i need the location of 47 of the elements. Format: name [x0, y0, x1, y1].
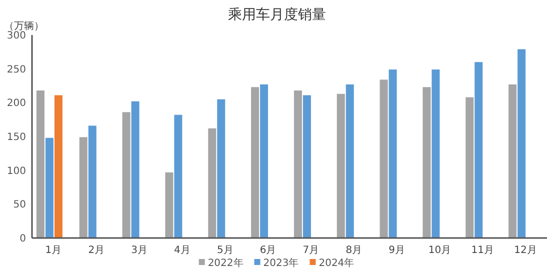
bar [165, 172, 174, 238]
y-tick-label: 250 [6, 64, 26, 76]
y-tick-label: 200 [6, 98, 26, 110]
x-tick-label: 9月 [388, 245, 405, 256]
x-tick-label: 10月 [428, 245, 452, 256]
x-tick-label: 5月 [216, 245, 234, 256]
bar [251, 87, 260, 238]
x-tick-label: 2月 [88, 245, 105, 256]
y-tick-label: 150 [6, 132, 26, 143]
bar [88, 126, 96, 238]
chart-title: 乘用车月度销量 [228, 7, 326, 23]
x-tick-label: 12月 [514, 245, 537, 256]
bar [122, 112, 130, 238]
legend-label: 2022年 [208, 257, 244, 269]
bar [518, 49, 526, 238]
x-tick-label: 3月 [131, 245, 148, 256]
bar [217, 99, 226, 238]
y-tick-label: 50 [13, 200, 26, 211]
bar [131, 101, 140, 238]
bar [302, 95, 311, 238]
x-tick-label: 8月 [346, 245, 362, 256]
bar [380, 80, 388, 238]
legend-label: 2024年 [318, 257, 354, 269]
bar [432, 70, 440, 238]
bar [336, 94, 345, 238]
x-tick-label: 6月 [260, 245, 276, 256]
x-tick-label: 11月 [471, 245, 494, 256]
bar [388, 70, 397, 238]
bar [294, 90, 302, 238]
bar [422, 87, 431, 238]
legend-label: 2023年 [263, 257, 299, 269]
bar [174, 114, 182, 238]
bar [508, 84, 517, 238]
bar [79, 137, 88, 238]
y-axis-title: （万辆） [4, 20, 44, 32]
y-tick-label: 300 [6, 30, 26, 42]
bar [260, 84, 268, 238]
bar [208, 128, 216, 238]
y-tick-label: 100 [6, 166, 26, 177]
y-tick-label: 0 [20, 234, 26, 244]
x-tick-label: 1月 [45, 245, 62, 256]
x-tick-label: 4月 [174, 245, 190, 256]
x-tick-label: 7月 [302, 245, 320, 256]
bar [466, 97, 474, 238]
bar [346, 84, 354, 238]
bar [474, 62, 483, 238]
bar [36, 90, 44, 238]
